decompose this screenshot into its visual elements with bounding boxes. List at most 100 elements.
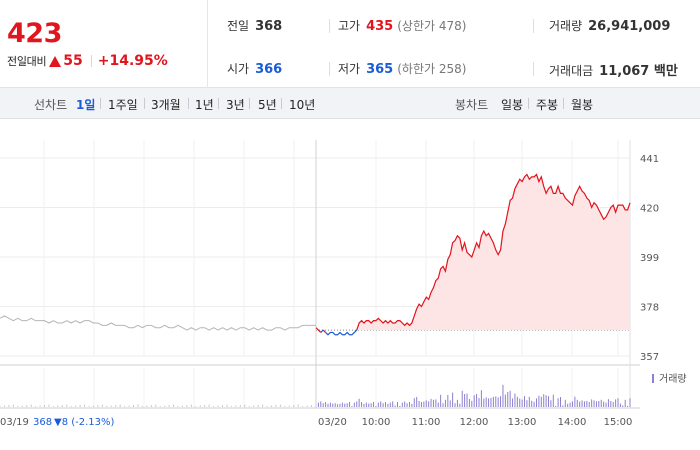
x-tick-label: 15:00 [604,417,633,428]
prev-day-series-line [0,315,316,331]
volume-bar [514,393,516,407]
volume-bar [533,401,535,407]
volume-bar [70,406,72,407]
volume-bar [624,399,626,407]
change-label: 전일대비 [7,55,47,68]
volume-bar [164,405,166,407]
volume-bar [485,397,487,407]
volume-bar [288,405,290,407]
volume-bar [449,400,451,407]
volume-bar [370,403,372,407]
volume-bar [235,405,237,407]
volume-bar [564,399,566,407]
tab-weekly-candle[interactable]: 주봉 [536,98,559,112]
divider [329,62,330,76]
tab-10year[interactable]: 10년 [289,98,316,112]
volume-bar [57,405,59,407]
volume-bar [356,401,358,407]
volume-bar [257,405,259,407]
lower-limit: (하한가 258) [397,62,467,76]
volume-bar [452,392,454,407]
volume-bar [368,403,370,407]
turnover-stat: 거래대금 11,067 백만 [549,60,678,79]
volume-bar [536,398,538,407]
volume-bar [562,405,564,407]
volume-bar [48,404,50,407]
volume-bar [476,394,478,407]
volume-bar [101,404,103,407]
volume-bar [545,395,547,407]
volume-bar [492,396,494,407]
volume-bar [488,398,490,407]
volume-bar [329,402,331,407]
volume-bar [325,402,327,407]
volume-bar [124,406,126,407]
volume-bar [66,404,68,407]
tab-daily-candle[interactable]: 일봉 [501,98,524,112]
volume-bar [440,394,442,407]
volume-bar [110,405,112,407]
prev-close-stat: 전일 368 [227,17,282,34]
volume-bar [483,398,485,407]
volume-bar [507,392,509,407]
change-amount: 55 [63,53,83,69]
volume-bar [297,404,299,407]
volume-bar [353,402,355,407]
tab-3month[interactable]: 3개월 [151,98,181,112]
volume-bar [358,398,360,407]
volume-bar [327,403,329,407]
volume-bar [0,406,1,407]
tab-5year[interactable]: 5년 [258,98,277,112]
volume-bar [181,405,183,407]
open-stat: 시가 366 [227,60,282,77]
volume-bar [8,405,10,407]
intraday-chart: 거래량 03/19 368 ▼8 (-2.13%) 03/20 441 420 39… [0,120,700,450]
volume-bar [204,405,206,407]
volume-bar [576,399,578,407]
volume-bar [574,396,576,407]
volume-bar [512,398,514,407]
y-tick-label: 378 [640,303,659,314]
open-label: 시가 [227,62,250,76]
tab-3year[interactable]: 3년 [226,98,245,112]
volume-bar [531,400,533,407]
volume-bar [615,399,617,407]
volume-bar [21,405,23,407]
tab-monthly-candle[interactable]: 월봉 [571,98,594,112]
volume-bar [413,398,415,407]
divider [218,98,219,109]
volume-bar [115,405,117,407]
volume-bar [442,403,444,407]
volume-bar [344,403,346,407]
volume-bar [617,398,619,407]
volume-bar [629,398,631,407]
volume-bar [339,403,341,407]
volume-bar [320,401,322,407]
today-up-series-line [356,173,631,331]
today-down-series-line [325,329,358,336]
volume-bar [502,384,504,407]
volume-stat: 거래량 26,941,009 [549,17,670,34]
volume-bar [552,394,554,407]
open-value: 366 [255,62,283,77]
volume-bar [593,400,595,407]
volume-bar [222,405,224,407]
volume-label: 거래량 [549,19,583,33]
volume-bar [466,393,468,407]
volume-bar [146,405,148,407]
volume-bar [119,404,121,407]
x-tick-label: 12:00 [460,417,489,428]
volume-bar [79,405,81,407]
tab-1week[interactable]: 1주일 [108,98,138,112]
volume-value: 26,941,009 [588,19,671,34]
volume-bar [401,402,403,407]
current-price: 423 [7,18,62,49]
tab-1year[interactable]: 1년 [195,98,214,112]
volume-bar [586,401,588,407]
volume-bar [195,406,197,407]
volume-bar [471,400,473,407]
volume-bar [226,404,228,407]
x-tick-label: 14:00 [558,417,587,428]
tab-1day[interactable]: 1일 [76,98,96,112]
low-stat: 저가 365 (하한가 258) [338,60,466,77]
